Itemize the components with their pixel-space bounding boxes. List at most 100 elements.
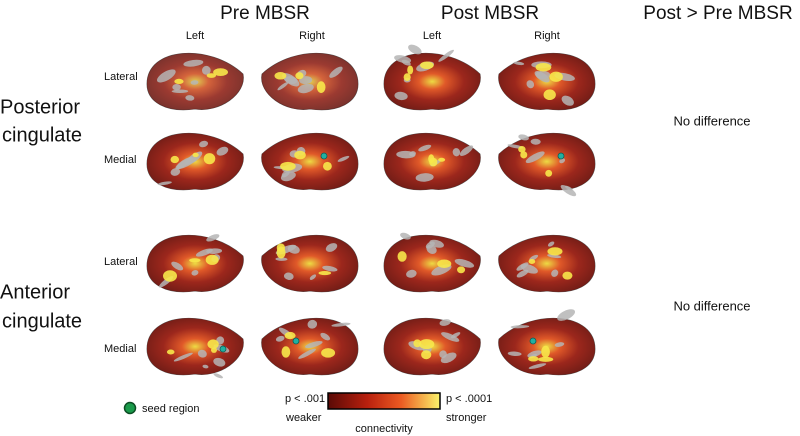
sulcus [175,157,193,170]
hotspot [541,345,550,358]
hotspot [549,71,563,82]
view-label: Medial [104,154,136,166]
sulcus [201,65,211,75]
hotspot [316,81,326,93]
sulcus [157,69,176,83]
colorbar [327,392,441,410]
seed-marker [219,345,227,353]
hotspot [323,161,332,171]
sulcus [171,89,189,94]
sulcus [516,269,529,278]
column-title: Pre MBSR [220,3,310,24]
sulcus [331,322,351,327]
colorbar-title: connectivity [355,423,413,435]
sulcus [459,145,474,156]
seed-marker [292,337,300,345]
hotspot [189,258,201,263]
hotspot [274,72,287,80]
hotspot [421,350,432,360]
sulcus [518,134,529,141]
hotspot [545,169,553,177]
sulcus [329,66,343,78]
seed-marker [320,152,328,160]
sulcus [561,95,574,106]
sulcus [283,272,294,280]
hotspot [457,266,466,274]
sulcus [309,274,317,280]
row-label: cingulate [2,124,82,146]
sulcus [216,146,229,156]
sulcus [213,373,224,379]
sulcus [190,80,199,85]
sulcus [415,173,434,182]
hotspot [281,346,291,358]
hotspot [192,152,199,158]
hotspot [163,270,178,282]
row-label: Posterior [0,96,80,118]
hotspot [174,78,184,85]
hotspot [437,259,452,269]
row-label: Anterior [0,281,70,303]
sulcus [441,332,460,342]
view-label: Lateral [104,71,138,83]
sulcus [275,335,285,342]
sulcus [554,342,565,347]
sulcus [275,257,288,261]
sulcus [510,325,530,329]
sulcus [170,168,181,176]
hotspot [418,339,435,350]
sulcus [202,364,209,369]
hotspot [562,271,573,280]
view-label: Lateral [104,256,138,268]
sulcus [526,80,535,89]
hotspot [543,89,556,101]
activation-map [384,235,481,292]
hotspot [294,150,306,160]
sulcus [401,59,411,66]
hotspot [407,65,414,75]
column-title: Post MBSR [441,3,539,24]
sulcus [560,184,577,197]
sulcus [507,351,522,356]
result-text: No difference [673,113,750,128]
hotspot [170,155,180,164]
hotspot [276,243,285,252]
sulcus [525,151,545,164]
sulcus [551,269,559,277]
sulcus [280,171,296,182]
colorbar-low: p < .001 [285,393,325,405]
sulcus [406,269,417,278]
sulcus [394,91,408,101]
sulcus [171,261,184,271]
sulcus [277,81,289,91]
hotspot [166,349,175,355]
sulcus [298,348,316,359]
hotspot [528,258,536,264]
colorbar-high-caption: stronger [446,412,487,424]
hemisphere-label: Right [299,30,325,42]
sulcus [438,49,454,62]
sulcus [197,349,207,358]
hotspot [403,73,411,82]
seed-marker [123,401,137,415]
seed-marker [557,152,565,160]
hotspot [284,331,296,340]
sulcus [408,44,422,55]
sulcus [530,138,541,145]
sulcus [213,357,226,367]
hotspot [535,63,552,72]
sulcus [409,151,416,157]
hotspot [428,154,435,164]
hemisphere-label: Left [186,30,204,42]
hotspot [206,73,217,78]
hotspot [280,161,296,171]
colorbar-high: p < .0001 [446,393,492,405]
sulcus [452,148,461,157]
brain-maps [146,44,596,379]
hotspot [528,356,539,362]
sulcus [534,70,550,83]
sulcus [557,309,576,321]
hotspot [203,153,216,165]
hotspot [520,151,528,159]
